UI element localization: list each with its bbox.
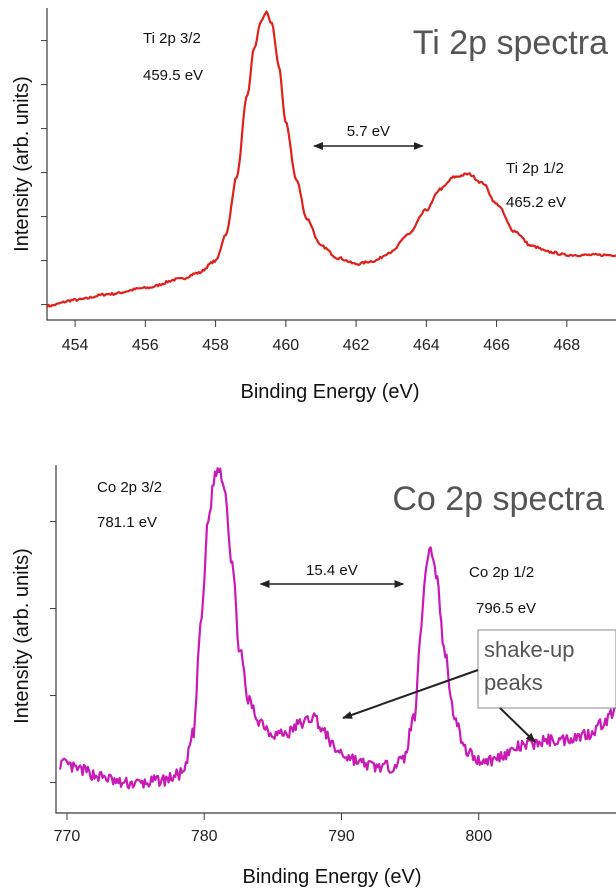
co-x-tick-label: 800 [465,828,492,845]
ti-chart-title: Ti 2p spectra [413,24,608,62]
co-panel: 770 780 790 800 Co 2p spectra Co 2p 3/2 781… [11,465,616,888]
ti-peak2-energy: 465.2 eV [506,194,566,211]
ti-separation-label: 5.7 eV [347,123,390,140]
ti-y-ticks [41,40,47,306]
co-axis-frame [55,465,616,814]
co-peak2-name: Co 2p 1/2 [469,564,534,581]
shakeup-label-box [477,629,616,709]
ti-peak1-energy: 459.5 eV [143,67,203,84]
ti-x-tick-label: 458 [202,337,229,354]
shakeup-label-line1: shake-up [484,637,575,662]
co-x-tick-label: 790 [328,828,355,845]
co-separation-label: 15.4 eV [306,562,358,579]
ti-spectrum-line [46,10,616,308]
co-x-axis-label: Binding Energy (eV) [243,866,422,888]
co-peak1-name: Co 2p 3/2 [97,479,162,496]
ti-x-tick-label: 464 [413,337,440,354]
co-x-ticks: 770 780 790 800 [54,813,492,845]
co-x-tick-label: 780 [191,828,218,845]
co-y-ticks [50,521,56,784]
co-chart-title: Co 2p spectra [392,480,604,518]
ti-panel: 454 456 458 460 462 464 466 468 Ti 2p spectra T… [11,8,616,403]
shakeup-arrow-left [342,669,479,719]
ti-x-tick-label: 466 [483,337,510,354]
ti-x-tick-label: 456 [132,337,159,354]
ti-x-tick-label: 468 [553,337,580,354]
ti-x-ticks: 454 456 458 460 462 464 466 468 [62,320,580,354]
shakeup-label-line2: peaks [484,670,543,695]
ti-y-axis-label: Intensity (arb. units) [11,76,33,252]
ti-x-axis-label: Binding Energy (eV) [241,381,420,403]
ti-peak1-name: Ti 2p 3/2 [143,30,201,47]
shakeup-arrow-right [499,707,536,743]
co-peak2-energy: 796.5 eV [476,600,536,617]
ti-peak2-name: Ti 2p 1/2 [506,160,564,177]
ti-x-tick-label: 454 [62,337,89,354]
ti-x-tick-label: 460 [272,337,299,354]
ti-x-tick-label: 462 [343,337,370,354]
co-peak1-energy: 781.1 eV [97,514,157,531]
co-x-tick-label: 770 [54,828,81,845]
co-spectrum-line [59,467,616,790]
co-y-axis-label: Intensity (arb. units) [11,548,33,724]
